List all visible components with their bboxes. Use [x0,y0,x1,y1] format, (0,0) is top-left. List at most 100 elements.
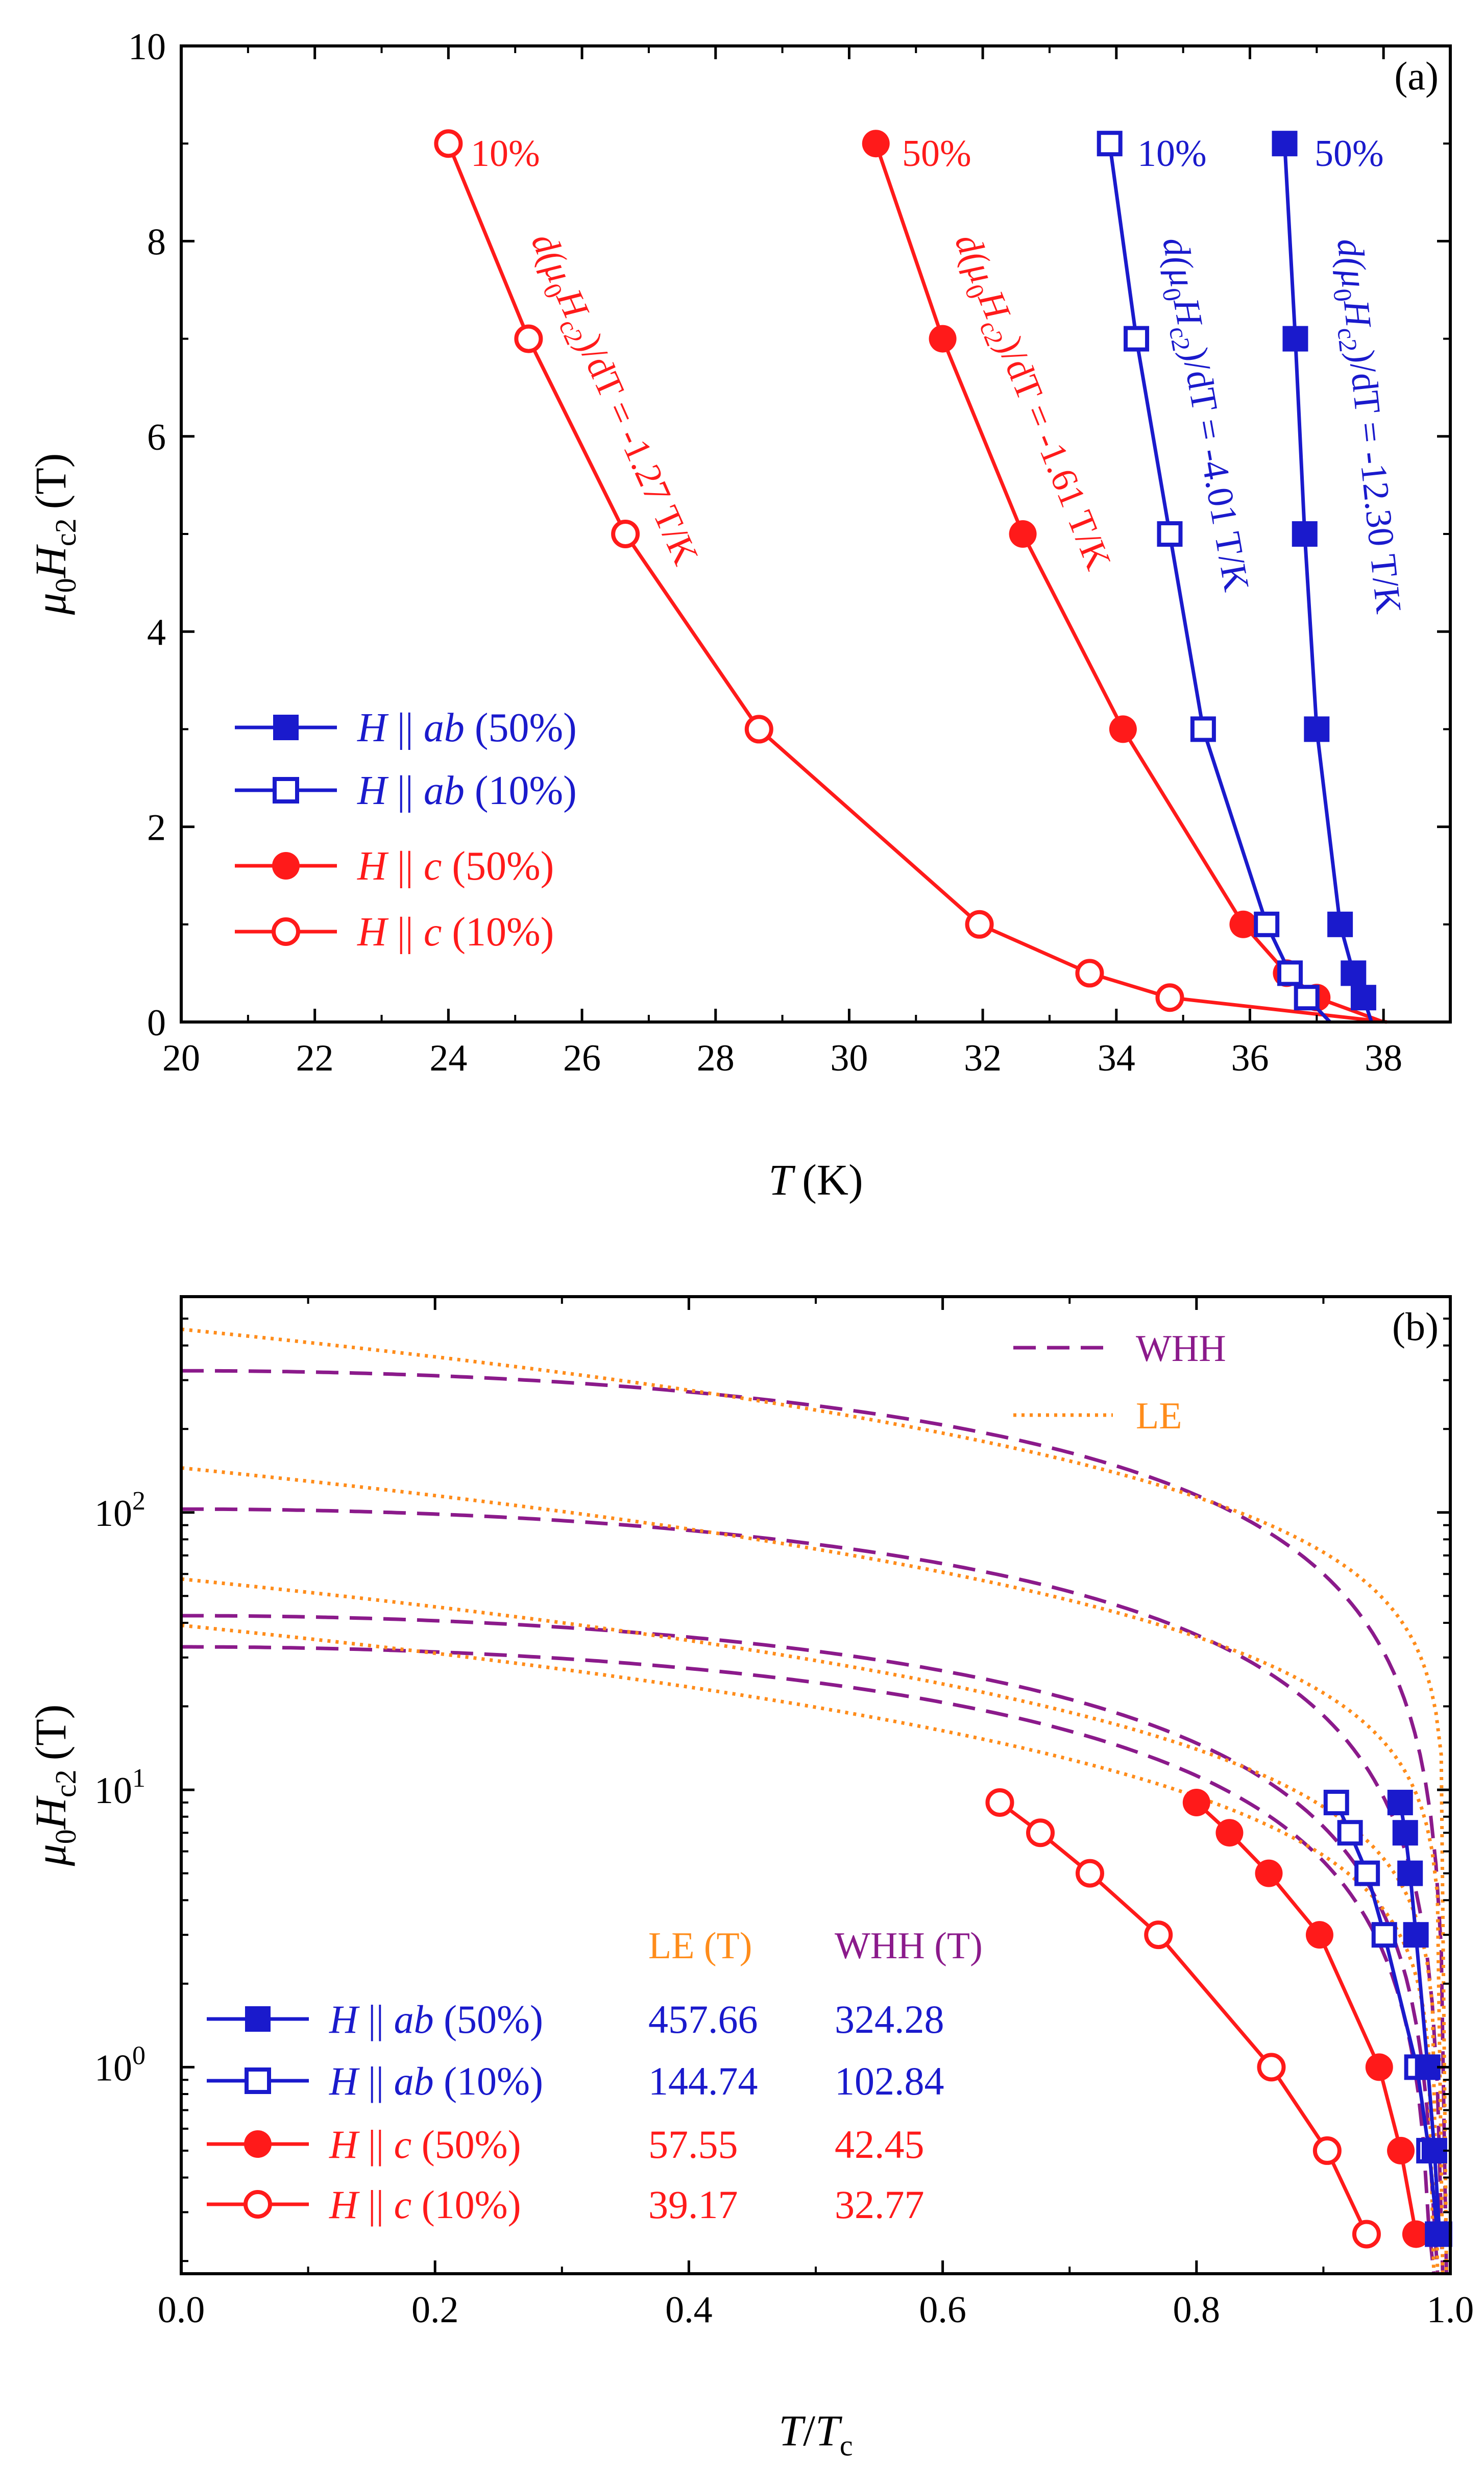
y-tick-label: 2 [147,807,166,849]
data-point-ab10 [1337,1820,1363,1846]
data-point-ab10 [1190,716,1216,742]
legend-item-ab10: H || ab (10%) [235,768,577,813]
data-point-c50 [1387,2136,1415,2164]
panel-a-series [434,129,1388,1024]
data-point-ab50 [1341,960,1367,986]
point-label-ab50: 50% [1315,133,1384,175]
series-line-c10 [999,1801,1369,2235]
data-point-c50 [1255,1859,1283,1887]
x-tick-label: 0.6 [919,2289,966,2331]
legend-item-c50: H || c (50%) [235,844,554,889]
y-tick-exponent: 0 [132,2041,145,2070]
slope-label-c10: d(μ0Hc2)/dT = -1.27 T/K [518,227,707,573]
data-point-ab50 [1392,1820,1418,1846]
fit-legend: WHH LE [1013,1328,1226,1437]
legend-item-ab10: H || ab (10%) 144.74 102.84 [207,2059,944,2103]
panel-b-ylabel: μ0Hc2(T) [26,1705,82,1867]
x-tick-label: 22 [296,1037,334,1079]
data-point-ab10 [1254,911,1280,937]
panel-b-label: (b) [1392,1304,1439,1349]
table-header-whh: WHH (T) [835,1925,983,1967]
x-tick-label: 32 [964,1037,1002,1079]
svg-text:H || c (10%): H || c (10%) [329,2182,521,2227]
svg-text:H || c (50%): H || c (50%) [329,2122,521,2167]
table-header-le: LE (T) [648,1925,752,1967]
panel-b-fit-curves [181,1327,1448,2274]
x-tick-label: 26 [563,1037,601,1079]
y-tick-label: 0 [147,1002,166,1044]
panel-a-label: (a) [1394,54,1439,98]
data-point-c10 [744,715,773,744]
data-point-c50 [862,130,890,158]
data-point-c10 [1257,2053,1286,2082]
point-label-c50: 50% [902,133,971,175]
data-point-ab10 [1323,1789,1349,1815]
panel-b-legend: LE (T) WHH (T) H || ab (50%) 457.66 324.… [207,1925,983,2227]
whh-fit-ab50 [181,1369,1448,2274]
data-point-c10 [965,910,994,939]
data-point-c50 [1229,910,1257,938]
x-tick-label: 34 [1098,1037,1135,1079]
whh-fit-c10 [181,1645,1436,2274]
svg-text:H || ab (10%): H || ab (10%) [329,2059,543,2103]
data-point-c10 [514,324,543,353]
x-tick-label: 0.0 [158,2289,205,2331]
data-point-ab50 [1426,2221,1452,2247]
x-tick-label: 0.8 [1173,2289,1221,2331]
data-point-ab10 [1277,960,1303,986]
panel-a-frame [180,44,1452,1024]
y-tick-label: 100 [94,2041,145,2089]
legend-item-ab50: H || ab (50%) 457.66 324.28 [207,1997,944,2041]
data-point-ab50 [1292,521,1318,547]
y-tick-label: 8 [147,221,166,263]
panel-b-xlabel: T/Tc [779,2406,853,2462]
legend-item-c50: H || c (50%) 57.55 42.45 [207,2122,925,2167]
svg-text:457.66: 457.66 [648,1997,758,2041]
panel-a-xlabel: T (K) [768,1155,863,1204]
data-point-ab50 [1421,2137,1447,2163]
le-fit-c50 [181,1577,1440,2274]
svg-text:H || ab (50%): H || ab (50%) [329,1997,543,2041]
fit-legend-le: LE [1013,1395,1182,1437]
data-point-c10 [1144,1920,1173,1950]
legend-item-c10: H || c (10%) 39.17 32.77 [207,2182,925,2227]
legend-item-ab50: H || ab (50%) [235,705,577,750]
svg-text:144.74: 144.74 [648,2059,758,2103]
point-label-ab10: 10% [1137,133,1207,175]
y-tick-label: 101 [94,1764,145,1812]
svg-text:102.84: 102.84 [835,2059,944,2103]
svg-text:H || c (50%): H || c (50%) [357,844,554,889]
data-point-c50 [1365,2053,1393,2081]
y-tick-label: 102 [94,1487,145,1535]
y-tick-label: 4 [147,612,166,653]
le-fit-ab50 [181,1327,1448,2274]
y-tick-exponent: 1 [132,1764,145,1793]
svg-text:42.45: 42.45 [835,2122,925,2167]
data-point-c50 [1305,1921,1333,1949]
data-point-c10 [1352,2220,1381,2249]
data-point-c50 [1109,715,1137,743]
point-label-c10: 10% [471,133,540,175]
data-point-c50 [929,325,957,353]
data-point-ab50 [1387,1789,1413,1815]
data-point-c10 [985,1788,1014,1817]
data-point-c10 [1155,983,1184,1012]
data-point-c10 [1075,1859,1104,1888]
data-point-c10 [1312,2136,1342,2165]
y-tick-label: 10 [128,26,166,68]
x-tick-label: 0.2 [411,2289,459,2331]
data-point-c50 [1215,1819,1244,1847]
panel-a-legend: H || ab (50%) H || ab (10%) H || c (50%)… [235,705,577,955]
svg-text:39.17: 39.17 [648,2182,738,2227]
data-point-ab50 [1397,1860,1423,1886]
data-point-ab10 [1157,521,1183,547]
y-tick-label: 6 [147,417,166,458]
svg-text:WHH: WHH [1136,1328,1226,1370]
svg-text:32.77: 32.77 [835,2182,925,2227]
x-tick-label: 24 [429,1037,467,1079]
data-point-c50 [1009,520,1037,548]
x-tick-label: 0.4 [665,2289,713,2331]
